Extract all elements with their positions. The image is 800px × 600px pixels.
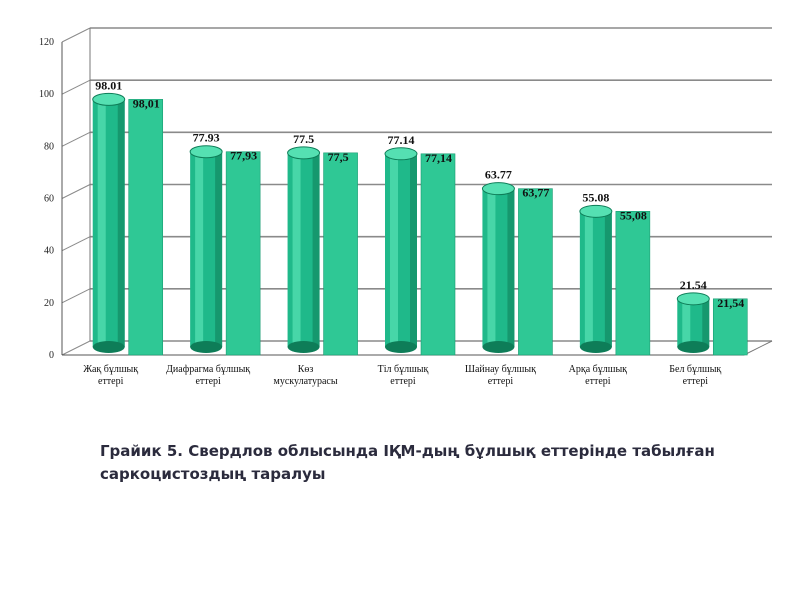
box-bar [420,153,456,356]
cylinder-shade [604,211,612,347]
box-bar-value-label: 21,54 [717,296,744,310]
category-labels: Жақ бұлшық еттері Диафрагма бұлшық еттері Кө… [83,364,721,387]
cylinder-highlight [195,151,204,347]
cylinder-shade [117,99,125,348]
x-category-label: Бел бұлшық еттері [669,364,721,387]
cylinder-bar-value-label: 55.08 [582,190,609,204]
cylinder-shade [215,151,223,347]
cylinder-base [385,341,417,353]
cylinder-bar-value-label: 63.77 [485,168,512,182]
cylinder-bar-value-label: 77.5 [293,132,314,146]
cylinder-base [482,341,515,353]
chart-caption: Грайик 5. Свердлов облысында ІҚМ-дың бұл… [100,442,715,483]
box-bar [128,99,164,356]
cylinder-shade [410,153,417,347]
cylinder-bar-value-label: 21.54 [680,278,707,292]
x-category-label: Тіл бұлшық еттері [378,364,429,387]
cylinder-shade [312,152,320,347]
box-bar-value-label: 77,5 [328,150,349,164]
cylinder-highlight [292,152,301,347]
cylinder-shade [507,188,515,347]
y-tick-label: 80 [44,141,54,152]
cylinder-bar-value-label: 77.93 [193,131,220,145]
gridline-depth [61,131,91,147]
cylinder-bar-value-label: 98.01 [95,78,122,92]
cylinder-top [287,146,321,160]
gridline-depth [61,288,91,304]
cylinder-base [677,341,710,353]
cylinder-top [579,204,613,218]
cylinder-base [287,341,320,353]
floor-edge [743,340,773,356]
box-bar [518,188,553,356]
cylinder-highlight [487,188,496,347]
box-bar [712,298,748,356]
cylinder-base [579,341,612,353]
box-bar [323,152,358,356]
cylinder-highlight [390,153,398,347]
y-tick-label: 20 [44,298,54,309]
gridline-depth [61,236,91,252]
cylinder-top [481,182,515,196]
cylinder-top [189,145,223,159]
y-tick-label: 100 [39,89,54,100]
value-labels: 98,01 98.01 77,93 77.93 77,5 77.5 77,14 77.14 63… [95,78,744,309]
cylinder-top [384,147,418,161]
box-bar [225,151,261,356]
cylinder-highlight [682,298,691,347]
y-tick-label: 60 [44,194,54,205]
cylinder-shade [702,298,710,347]
gridline-depth [61,340,91,356]
y-tick-label: 0 [49,350,54,361]
box-bar [615,211,651,356]
cylinder-top [92,92,126,106]
cylinder-base [92,341,125,353]
box-bar-value-label: 63,77 [522,186,549,200]
gridline-depth [61,27,91,43]
x-category-label: Диафрагма бұлшық еттері [166,364,250,387]
x-category-label: Шайнау бұлшық еттері [465,364,536,387]
cylinder-highlight [97,99,106,348]
cylinder-bar-value-label: 77.14 [388,133,415,147]
y-tick-label: 40 [44,246,54,257]
cylinder-base [190,341,223,353]
cylinder-top [676,292,710,306]
box-bar-value-label: 77,93 [230,149,257,163]
x-category-label: Көз мускулатурасы [274,364,338,387]
cylinder-highlight [584,211,593,347]
bars [92,92,748,356]
box-bar-value-label: 77,14 [425,151,452,165]
y-axis-ticks: 0 20 40 60 80 100 120 [39,37,54,361]
x-category-label: Арқа бұлшық еттері [569,364,628,387]
gridline-depth [61,184,91,199]
box-bar-value-label: 55,08 [620,208,647,222]
box-bar-value-label: 98,01 [133,96,160,110]
x-category-label: Жақ бұлшық еттері [83,364,138,387]
bar-chart: 0 20 40 60 80 100 120 98,01 98.01 77,93 77.93 77,5… [39,27,773,387]
y-tick-label: 120 [39,37,54,48]
gridline-depth [61,79,91,95]
